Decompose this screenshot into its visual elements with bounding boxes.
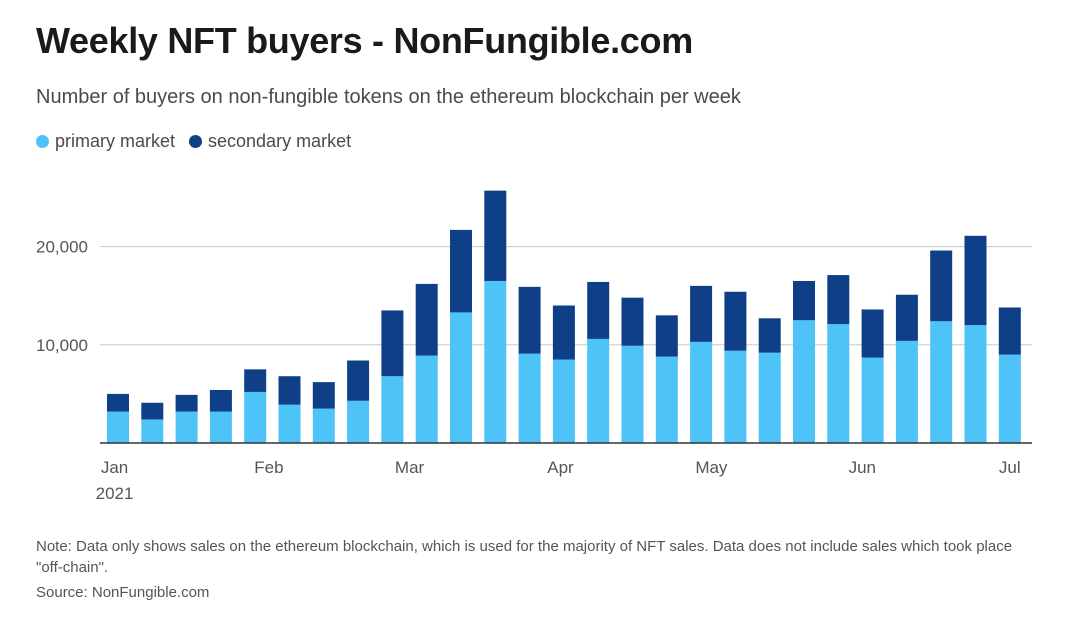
bar-secondary-26	[964, 235, 987, 326]
x-tick-label-jun: Jun	[849, 458, 876, 477]
bar-secondary-25	[930, 250, 953, 322]
x-tick-label-apr: Apr	[547, 458, 574, 477]
bar-secondary-22	[827, 275, 850, 325]
bar-secondary-12	[484, 190, 507, 281]
bar-primary-23	[861, 357, 884, 443]
bar-primary-10	[415, 355, 438, 443]
bar-secondary-11	[450, 229, 472, 313]
x-tick-label-jul: Jul	[999, 458, 1021, 477]
bar-primary-9	[381, 376, 404, 443]
bar-primary-6	[278, 404, 301, 443]
bar-secondary-18	[690, 285, 713, 342]
bar-primary-8	[347, 400, 370, 443]
bar-secondary-8	[347, 360, 370, 401]
bar-primary-16	[621, 345, 644, 443]
bar-primary-2	[141, 419, 164, 443]
legend-item-primary: primary market	[36, 131, 175, 152]
bar-primary-4	[209, 411, 232, 443]
bar-primary-18	[690, 341, 713, 443]
bar-secondary-13	[518, 286, 541, 354]
bar-secondary-6	[278, 376, 301, 405]
bar-secondary-7	[312, 382, 335, 409]
bar-secondary-27	[998, 307, 1021, 355]
bar-secondary-15	[587, 281, 610, 339]
legend: primary market secondary market	[36, 131, 365, 152]
bar-secondary-10	[415, 283, 438, 356]
x-tick-label-may: May	[695, 458, 728, 477]
legend-swatch-secondary	[189, 135, 203, 148]
bar-primary-25	[930, 321, 953, 443]
chart-subtitle: Number of buyers on non-fungible tokens …	[36, 86, 741, 108]
bar-secondary-16	[621, 297, 644, 346]
bar-secondary-19	[724, 291, 747, 351]
bar-secondary-24	[895, 294, 918, 341]
bar-primary-27	[998, 354, 1021, 443]
stacked-bar-chart: 10,000 20,000 Jan 2021 Feb Mar Apr May Jun Jul	[36, 190, 1032, 503]
bar-secondary-14	[552, 305, 575, 360]
bar-secondary-21	[793, 280, 815, 321]
bar-primary-5	[244, 391, 267, 443]
y-tick-label-1: 20,000	[36, 238, 88, 257]
x-tick-sublabel-year: 2021	[96, 484, 134, 503]
bar-primary-11	[450, 312, 472, 443]
bar-primary-24	[895, 340, 918, 443]
bar-secondary-1	[107, 393, 129, 412]
bar-secondary-20	[758, 318, 781, 353]
legend-item-secondary: secondary market	[189, 131, 351, 152]
bar-primary-3	[175, 411, 198, 443]
bar-primary-20	[758, 352, 781, 443]
bar-primary-26	[964, 325, 987, 443]
x-tick-label-mar: Mar	[395, 458, 425, 477]
bar-primary-19	[724, 350, 747, 443]
bar-primary-22	[827, 324, 850, 443]
bar-secondary-5	[244, 369, 267, 392]
bar-secondary-2	[141, 402, 164, 420]
bar-primary-1	[107, 411, 129, 443]
bar-primary-14	[552, 359, 575, 443]
chart-title: Weekly NFT buyers - NonFungible.com	[36, 20, 693, 61]
source-line: Source: NonFungible.com	[36, 584, 210, 601]
footnote: Note: Data only shows sales on the ether…	[36, 538, 1013, 576]
x-tick-label-feb: Feb	[254, 458, 283, 477]
bar-primary-21	[793, 320, 815, 443]
bar-primary-17	[655, 356, 678, 443]
bar-secondary-23	[861, 309, 884, 358]
bar-secondary-9	[381, 310, 404, 377]
bar-secondary-3	[175, 394, 198, 412]
bar-primary-13	[518, 353, 541, 443]
bar-secondary-4	[209, 389, 232, 412]
bar-primary-7	[312, 408, 335, 443]
bar-primary-12	[484, 280, 507, 443]
legend-label-secondary: secondary market	[208, 131, 352, 151]
y-tick-label-0: 10,000	[36, 336, 88, 355]
legend-swatch-primary	[36, 135, 49, 148]
bar-primary-15	[587, 338, 610, 443]
legend-label-primary: primary market	[55, 131, 176, 151]
x-tick-label-jan: Jan	[101, 458, 128, 477]
bar-secondary-17	[655, 315, 678, 357]
